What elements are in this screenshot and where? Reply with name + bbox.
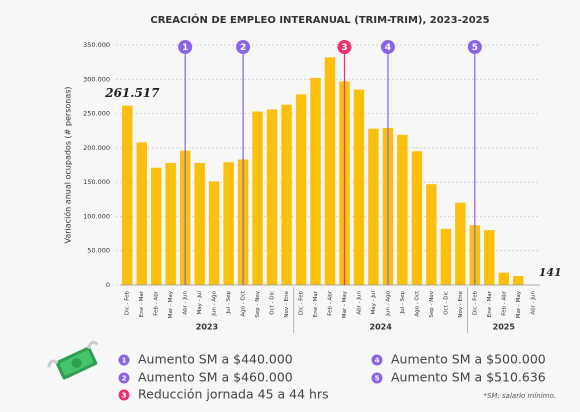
legend-marker bbox=[118, 372, 130, 384]
legend-number: 5 bbox=[375, 375, 380, 383]
year-label: 2025 bbox=[493, 323, 516, 332]
x-tick-label: Ene - Mar bbox=[313, 290, 319, 317]
x-tick-label: Oct - Dic bbox=[443, 291, 449, 315]
legend-text: Aumento SM a $440.000 bbox=[138, 352, 293, 367]
y-tick-label: 150.000 bbox=[83, 178, 110, 186]
bar bbox=[281, 104, 292, 286]
x-tick-label: Mar - May bbox=[168, 290, 174, 318]
legend-marker bbox=[371, 354, 383, 366]
bar bbox=[440, 228, 452, 285]
note: *SM: salario mínimo. bbox=[483, 392, 556, 400]
x-tick-label: Sep - Nov bbox=[255, 290, 261, 317]
x-tick-label: Abr - Jun bbox=[530, 290, 536, 314]
x-tick-label: Abr - Jun bbox=[183, 290, 189, 314]
bar bbox=[426, 184, 437, 285]
x-tick-label: Mar - May bbox=[516, 290, 522, 318]
bar bbox=[150, 167, 162, 285]
annotation-label: 3 bbox=[341, 43, 347, 53]
legend-marker bbox=[118, 354, 130, 366]
legend-number: 3 bbox=[122, 392, 127, 400]
bar bbox=[513, 276, 524, 285]
x-tick-label: Feb - Abr bbox=[328, 290, 334, 315]
legend-text: Aumento SM a $510.636 bbox=[391, 370, 546, 385]
bar bbox=[411, 151, 423, 285]
legend-text: Reducción jornada 45 a 44 hrs bbox=[138, 387, 329, 402]
bar bbox=[324, 57, 336, 285]
x-tick-label: Dic - Feb bbox=[472, 291, 478, 316]
x-tick-label: Oct - Dic bbox=[270, 291, 276, 315]
y-tick-label: 250.000 bbox=[83, 110, 110, 118]
legend-text: Aumento SM a $460.000 bbox=[138, 370, 293, 385]
bar bbox=[266, 109, 278, 285]
bar bbox=[136, 142, 147, 285]
x-tick-label: May - Jul bbox=[371, 291, 377, 315]
x-tick-label: Jul - Sep bbox=[226, 290, 232, 314]
money-icon bbox=[47, 340, 99, 380]
x-tick-label: May - Jul bbox=[197, 291, 203, 315]
x-tick-label: Nov - Ene bbox=[458, 290, 464, 317]
value-label: 261.517 bbox=[104, 86, 160, 100]
x-tick-label: Feb - Abr bbox=[154, 290, 160, 315]
x-tick-label: Ago - Oct bbox=[414, 290, 420, 316]
legend-number: 1 bbox=[122, 357, 127, 365]
bar bbox=[122, 105, 133, 285]
y-tick-label: 300.000 bbox=[83, 75, 110, 83]
annotation-marker bbox=[178, 40, 193, 54]
bar bbox=[295, 94, 307, 285]
x-tick-label: Jun - Ago bbox=[212, 290, 218, 316]
bar bbox=[194, 162, 205, 285]
bar bbox=[455, 202, 466, 285]
x-tick-label: Mar - May bbox=[342, 290, 348, 318]
annotation-marker bbox=[380, 40, 395, 54]
annotation-marker bbox=[337, 40, 352, 54]
y-tick-label: 100.000 bbox=[83, 212, 110, 220]
bar bbox=[223, 162, 234, 285]
y-tick-label: 350.000 bbox=[83, 41, 110, 49]
year-label: 2024 bbox=[370, 323, 393, 332]
legend-marker bbox=[371, 372, 383, 384]
y-axis-label: Variación anual ocupados (# personas) bbox=[63, 86, 73, 243]
annotation-label: 5 bbox=[472, 43, 478, 53]
x-tick-label: Ene - Mar bbox=[139, 290, 145, 317]
y-tick-label: 0 bbox=[106, 281, 110, 289]
x-tick-label: Abr - Jun bbox=[356, 290, 362, 314]
annotation-label: 1 bbox=[182, 43, 188, 53]
bar bbox=[310, 77, 321, 286]
x-tick-label: Ago - Oct bbox=[241, 290, 247, 316]
legend-number: 2 bbox=[122, 375, 127, 383]
bar bbox=[353, 89, 365, 285]
bar bbox=[484, 230, 495, 285]
bar bbox=[165, 162, 176, 285]
year-label: 2023 bbox=[196, 323, 218, 332]
x-tick-label: Jun - Ago bbox=[385, 290, 391, 316]
x-tick-label: Sep - Nov bbox=[429, 290, 435, 317]
y-tick-label: 50.000 bbox=[87, 247, 110, 255]
y-tick-label: 200.000 bbox=[83, 144, 110, 152]
x-tick-label: Ene - Mar bbox=[487, 290, 493, 317]
annotation-label: 4 bbox=[385, 43, 391, 53]
bar bbox=[397, 134, 408, 285]
annotation-label: 2 bbox=[240, 43, 246, 53]
bar bbox=[498, 272, 510, 285]
chart-title: CREACIÓN DE EMPLEO INTERANUAL (TRIM-TRIM… bbox=[150, 13, 489, 26]
bar bbox=[208, 181, 220, 285]
x-tick-label: Dic - Feb bbox=[125, 291, 131, 316]
bar bbox=[252, 111, 263, 285]
x-tick-label: Feb - Abr bbox=[501, 290, 507, 315]
legend-text: Aumento SM a $500.000 bbox=[391, 352, 546, 367]
x-tick-label: Nov - Ene bbox=[284, 290, 290, 317]
annotation-marker bbox=[467, 40, 482, 54]
value-label: 141 bbox=[539, 266, 562, 279]
annotation-marker bbox=[236, 40, 251, 54]
legend-number: 4 bbox=[375, 357, 380, 365]
x-tick-label: Jul - Sep bbox=[400, 290, 406, 314]
bar bbox=[368, 128, 379, 285]
legend-marker bbox=[118, 389, 130, 401]
x-tick-label: Dic - Feb bbox=[299, 291, 305, 316]
